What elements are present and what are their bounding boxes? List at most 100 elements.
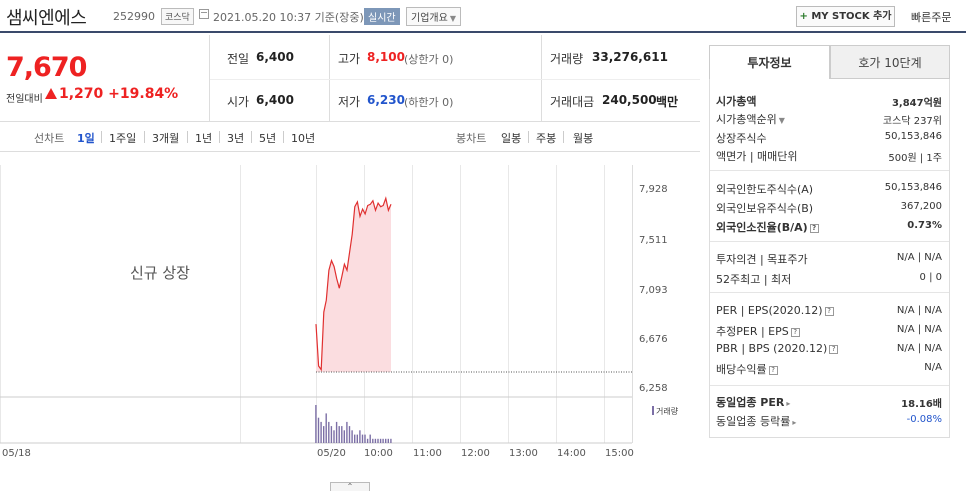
company-info-dropdown[interactable]: 기업개요 ▼	[406, 7, 461, 26]
high-label: 고가	[338, 52, 361, 66]
period-5y-tab[interactable]: 5년	[259, 132, 277, 145]
chevron-down-icon: ▼	[449, 14, 456, 23]
candle-weekly-tab[interactable]: 주봉	[536, 132, 557, 145]
chevron-right-icon[interactable]: ▸	[792, 418, 797, 427]
volume-bar	[372, 438, 374, 443]
x-tick-label: 10:00	[364, 448, 393, 459]
period-3y-tab[interactable]: 3년	[227, 132, 245, 145]
prev-close-label: 전일	[227, 52, 250, 66]
industry-change-label: 동일업종 등락률	[716, 415, 791, 428]
divider	[219, 131, 220, 143]
company-info-label: 기업개요	[411, 13, 448, 24]
change-percent: +19.84%	[108, 86, 179, 102]
volume-bar	[341, 426, 343, 443]
line-chart-label: 선차트	[34, 132, 65, 145]
current-price: 7,670	[6, 52, 87, 83]
add-my-stock-button[interactable]: + MY STOCK 추가	[796, 6, 895, 27]
volume-bar	[374, 438, 377, 443]
price-chart	[0, 165, 633, 444]
period-1y-tab[interactable]: 1년	[195, 132, 213, 145]
stock-header	[0, 0, 966, 33]
info-value: 0 | 0	[919, 272, 942, 283]
prev-close-value: 6,400	[256, 50, 294, 64]
divider	[209, 35, 210, 122]
volume-bar	[364, 434, 366, 443]
x-tick-label: 14:00	[557, 448, 586, 459]
help-icon[interactable]: ?	[824, 307, 834, 316]
x-tick-label: 12:00	[461, 448, 490, 459]
info-label: 52주최고 | 최저	[716, 273, 792, 286]
plus-icon: +	[799, 11, 808, 22]
volume-bar	[317, 417, 320, 443]
info-label: 추정PER | EPS?	[716, 323, 800, 339]
info-label: 동일업종 PER ▸	[716, 394, 790, 410]
volume-bar	[356, 434, 358, 443]
volume-bar	[320, 421, 322, 443]
candle-daily-tab[interactable]: 일봉	[501, 132, 522, 145]
amount-label: 거래대금	[550, 95, 595, 109]
chart-toolbar	[0, 122, 700, 152]
help-icon[interactable]: ?	[829, 345, 839, 354]
period-10y-tab[interactable]: 10년	[291, 132, 316, 145]
period-3m-tab[interactable]: 3개월	[152, 132, 180, 145]
info-label: 외국인보유주식수(B)	[716, 202, 814, 215]
divider	[329, 35, 330, 122]
divider	[563, 131, 564, 143]
help-icon[interactable]: ?	[790, 328, 800, 337]
per-eps-label: PER | EPS(2020.12)	[716, 304, 823, 317]
tab-orderbook-10[interactable]: 호가 10단계	[830, 45, 950, 79]
volume-bar	[377, 438, 379, 443]
low-label: 저가	[338, 95, 361, 109]
volume-bar	[361, 434, 364, 443]
rank-label: 시가총액순위	[716, 113, 777, 126]
chevron-up-icon[interactable]: ⌃	[330, 482, 370, 491]
volume-bar	[325, 413, 327, 443]
volume-legend-label: 거래량	[656, 407, 679, 416]
volume-bar	[323, 426, 325, 443]
x-tick-label: 05/20	[317, 448, 346, 459]
info-value: N/A | N/A	[896, 343, 942, 354]
add-my-stock-label: MY STOCK 추가	[811, 11, 892, 22]
info-label: 상장주식수	[716, 132, 767, 145]
info-label: PBR | BPS (2020.12)?	[716, 342, 839, 355]
market-badge: 코스닥	[161, 8, 194, 25]
volume-bar	[351, 430, 353, 443]
help-icon[interactable]: ?	[809, 224, 819, 233]
info-label: 외국인한도주식수(A)	[716, 183, 814, 196]
chevron-down-icon[interactable]: ▼	[778, 116, 785, 125]
quick-order-link[interactable]: 빠른주문	[911, 11, 952, 24]
calendar-icon	[199, 9, 209, 19]
info-value: N/A | N/A	[896, 305, 942, 316]
divider	[187, 131, 188, 143]
help-icon[interactable]: ?	[768, 366, 778, 375]
divider	[710, 170, 949, 171]
candle-monthly-tab[interactable]: 월봉	[573, 132, 594, 145]
info-value: N/A | N/A	[896, 324, 942, 335]
chevron-right-icon[interactable]: ▸	[786, 399, 791, 408]
volume-bar	[343, 430, 345, 443]
new-listing-note: 신규 상장	[130, 264, 190, 282]
volume-bar	[338, 426, 340, 443]
est-per-label: 추정PER | EPS	[716, 325, 789, 338]
stock-code: 252990	[113, 10, 155, 23]
period-1w-tab[interactable]: 1주일	[109, 132, 137, 145]
info-value: 코스닥 237위	[882, 116, 942, 127]
volume-legend: 거래량	[652, 406, 678, 417]
price-summary	[0, 35, 700, 122]
volume-bar	[387, 438, 389, 443]
change-amount: 1,270	[59, 86, 104, 102]
volume-bar	[366, 438, 369, 443]
info-label: 배당수익률?	[716, 361, 778, 377]
divider	[541, 35, 542, 122]
volume-bar	[354, 434, 356, 443]
period-1d-tab[interactable]: 1일	[77, 132, 95, 145]
volume-bar	[359, 430, 361, 443]
volume-bar	[346, 421, 348, 443]
divider	[101, 131, 102, 143]
tab-investment-info[interactable]: 투자정보	[709, 45, 830, 79]
realtime-badge[interactable]: 실시간	[364, 8, 400, 25]
x-tick-label: 11:00	[413, 448, 442, 459]
volume-value: 33,276,611	[592, 50, 668, 64]
upper-limit-note: (상한가 0)	[404, 53, 454, 66]
price-line	[315, 196, 392, 372]
